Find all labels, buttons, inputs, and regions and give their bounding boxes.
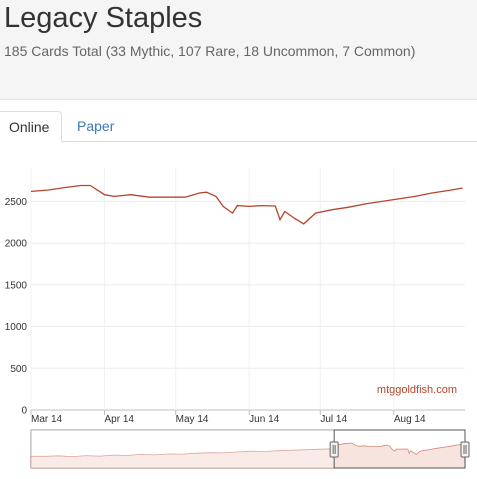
handle-grip	[329, 441, 339, 458]
navigator-right-handle[interactable]	[460, 441, 470, 458]
page-title: Legacy Staples	[4, 2, 203, 34]
price-history-chart: 0 500 1000 1500 2000 2500 Mar 14 Apr 14 May 14 J…	[5, 168, 470, 469]
y-tick-label: 2000	[5, 239, 28, 250]
y-tick-label: 1500	[5, 280, 28, 291]
y-tick-label: 500	[10, 364, 27, 375]
navigator-series-area	[30, 442, 466, 469]
x-axis: Mar 14 Apr 14 May 14 Jun 14 Jul 14 Aug 14	[30, 410, 426, 425]
x-tick-label: Mar 14	[31, 414, 63, 425]
watermark-text: mtggoldfish.com	[377, 384, 457, 396]
navigator-left-handle[interactable]	[329, 441, 339, 458]
format-tabs: Online Paper	[0, 111, 477, 142]
y-tick-label: 1000	[5, 322, 28, 333]
card-count-summary: 185 Cards Total (33 Mythic, 107 Rare, 18…	[4, 43, 416, 59]
navigator-mask	[31, 430, 335, 468]
tab-paper[interactable]: Paper	[77, 118, 115, 134]
tab-online[interactable]: Online	[0, 111, 62, 142]
x-tick-label: May 14	[176, 414, 209, 425]
x-tick-label: Apr 14	[105, 414, 135, 425]
range-navigator[interactable]	[30, 429, 470, 469]
y-axis: 0 500 1000 1500 2000 2500	[5, 197, 28, 417]
handle-grip	[460, 441, 470, 458]
page-header: Legacy Staples 185 Cards Total (33 Mythi…	[0, 0, 477, 100]
x-tick-label: Aug 14	[394, 414, 426, 425]
price-series-line	[30, 184, 463, 225]
y-tick-label: 2500	[5, 197, 28, 208]
x-tick-label: Jul 14	[320, 414, 347, 425]
chart-grid	[30, 168, 465, 411]
x-tick-label: Jun 14	[249, 414, 279, 425]
y-tick-label: 0	[21, 406, 27, 417]
